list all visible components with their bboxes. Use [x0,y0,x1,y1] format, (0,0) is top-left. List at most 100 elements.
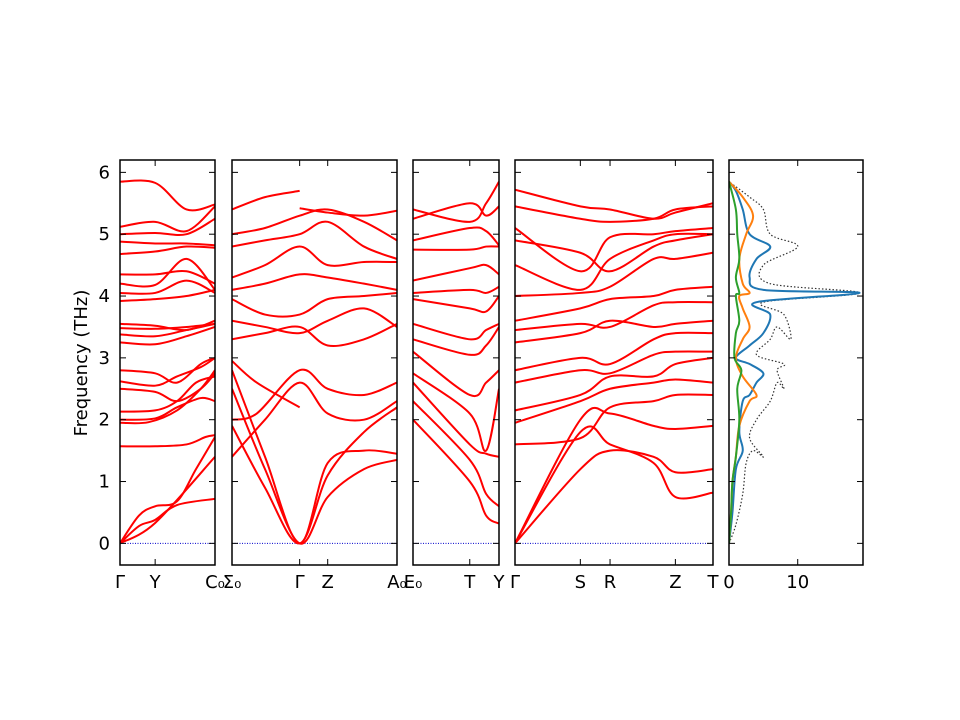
phonon-band-15 [299,207,397,217]
phonon-band-12 [515,251,713,298]
phonon-band-4 [232,381,397,458]
y-tick-label: 1 [99,472,110,493]
phonon-band-4 [120,434,215,448]
phonon-band-12 [232,220,397,260]
x-tick-label: 10 [786,572,809,593]
phonon-band-2 [120,497,215,545]
phonon-band-8 [413,295,499,314]
k-point-label: T [463,572,476,593]
y-tick-label: 4 [99,286,110,307]
phonon-band-10 [515,300,713,332]
phonon-band-15 [120,288,215,302]
dos-curves [729,180,861,544]
phonon-band-19 [120,245,215,255]
phonon-band-21 [120,217,215,237]
phonon-band-12 [413,226,499,247]
phonon-band-11 [120,325,215,346]
band-group [120,179,215,545]
phonon-band-1 [120,456,215,545]
phonon-band-9 [232,291,397,318]
dos-series-1 [729,181,861,544]
phonon-band-6 [413,326,499,356]
phonon-band-10 [413,263,499,282]
phonon-band-6 [232,360,301,409]
phonon-band-3 [120,436,215,544]
phonon-band-3 [413,381,499,458]
phonon-band-10 [232,273,397,291]
phonon-band-11 [515,285,713,322]
phonon-band-2 [413,400,499,508]
phonon-band-9 [413,285,499,294]
panel-1: Γ Y C₀ [115,159,225,593]
band-group [413,181,499,525]
k-point-label: R [604,572,617,593]
phonon-band-10 [120,356,215,384]
phonon-band-7 [515,350,713,384]
phonon-band-14 [120,319,215,332]
k-point-label: Γ [510,572,520,593]
phonon-band-16 [515,205,713,223]
phonon-band-4 [515,393,713,446]
phonon-band-3 [232,406,397,545]
phonon-band-6 [120,396,215,421]
phonon-band-3 [515,406,713,544]
panel-frame [231,159,398,566]
phonon-band-14 [413,181,499,223]
phonon-band-8 [515,331,713,372]
phonon-band-5 [413,350,499,398]
y-tick-label: 5 [99,224,110,245]
y-tick-label: 0 [99,533,110,554]
phonon-band-20 [120,240,215,247]
phonon-band-1 [515,425,713,544]
k-point-label: A₀ [387,572,407,593]
phonon-band-9 [120,357,215,387]
y-axis-label: Frequency (THz) [71,290,92,437]
dos-series-2 [729,181,861,544]
k-point-label: Γ [295,572,305,593]
phonon-band-8 [120,372,215,403]
phonon-band-1 [413,419,499,525]
phonon-band-15 [515,227,713,273]
panel-frame [728,159,864,566]
phonon-band-17 [515,188,713,220]
phonon-band-8 [232,307,397,335]
phonon-band-2 [232,388,397,545]
band-group [515,188,713,545]
phonon-band-18 [120,269,215,285]
phonon-band-5 [515,378,713,424]
panel-frame [412,159,500,566]
k-point-label: Z [669,572,681,593]
phonon-band-9 [515,319,713,344]
phonon-band-13 [515,232,713,291]
phonon-band-4 [413,372,499,452]
phonon-band-11 [232,245,397,279]
phonon-band-13 [413,202,499,220]
k-point-label: Σ₀ [223,572,242,593]
k-point-label: S [575,572,586,593]
k-point-label: C₀ [205,572,225,593]
phonon-band-6 [515,356,713,412]
k-point-label: Z [322,572,334,593]
phonon-band-17 [120,257,215,291]
phonon-band-22 [120,205,215,233]
phonon-band-7 [232,322,397,347]
x-tick-label: 0 [723,572,734,593]
k-point-label: Y [493,572,506,593]
phonon-band-14 [232,189,300,211]
y-tick-label: 3 [99,348,110,369]
phonon-band-2 [515,449,713,545]
phonon-band-11 [413,245,499,251]
phonon-band-5 [232,368,397,421]
dos-series-4 [729,181,743,544]
y-tick-label: 6 [99,162,110,183]
panel-5: 0 10 [723,159,864,593]
k-point-label: Γ [115,572,125,593]
phonon-band-14 [515,233,713,273]
k-point-label: Y [149,572,162,593]
k-point-label: T [707,572,720,593]
phonon-band-7 [413,322,499,341]
phonon-band-23 [120,179,215,212]
